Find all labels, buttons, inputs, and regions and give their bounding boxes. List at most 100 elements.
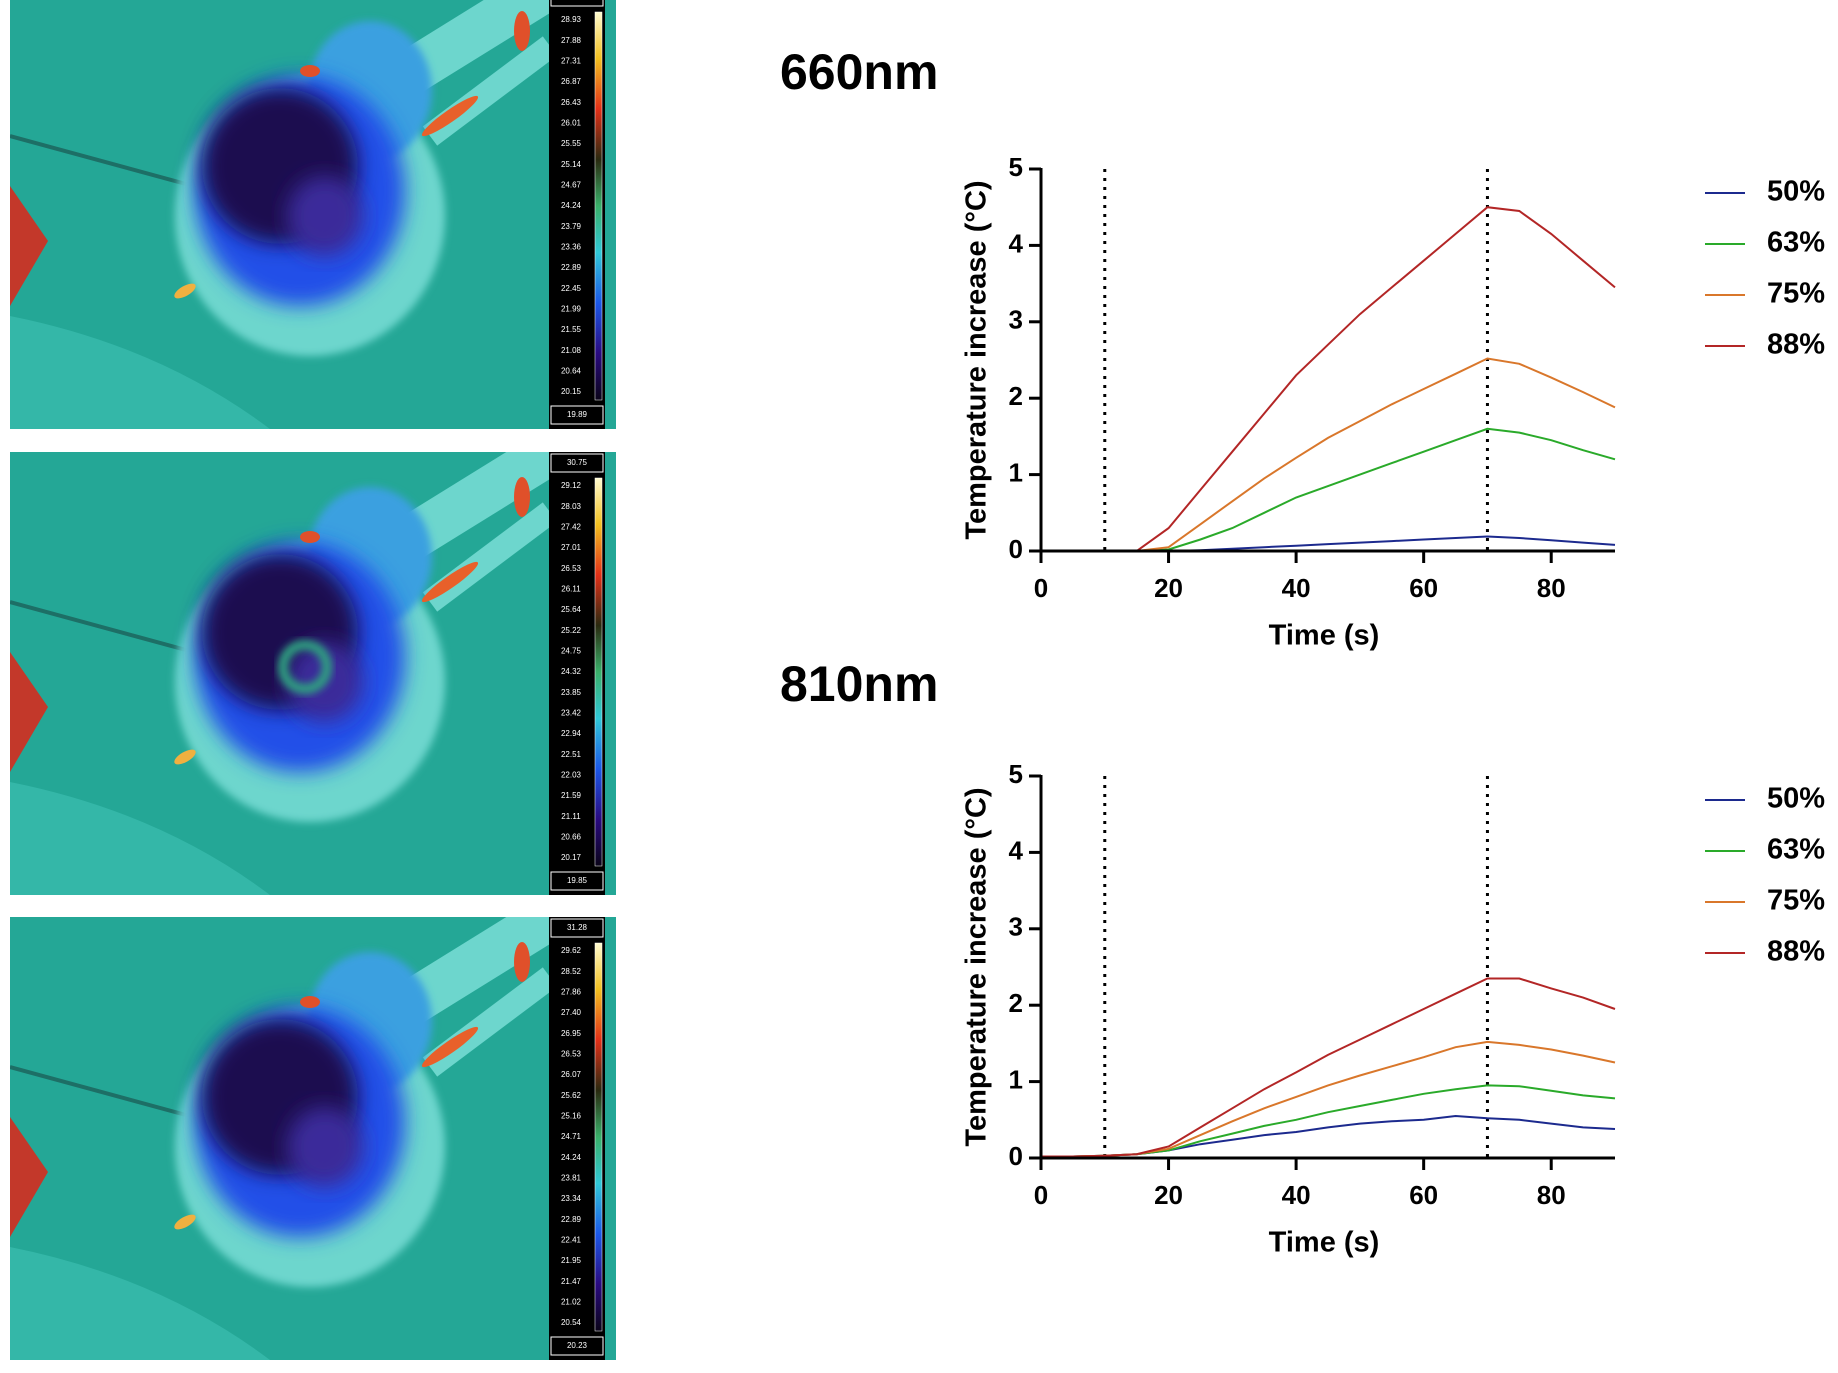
max-label: 31.28 xyxy=(567,923,588,932)
scale-label: 22.51 xyxy=(561,750,582,759)
min-box xyxy=(550,871,604,891)
scale-label: 25.55 xyxy=(561,139,582,148)
scale-label: 22.41 xyxy=(561,1235,582,1244)
scale-label: 25.16 xyxy=(561,1111,582,1120)
thermal-panel xyxy=(10,452,616,895)
scale-label: 24.24 xyxy=(561,1153,582,1162)
scale-label: 28.03 xyxy=(561,502,582,511)
data-line xyxy=(1041,1040,1616,1158)
scale-label: 26.01 xyxy=(561,118,582,127)
legend-label: 63% xyxy=(1767,834,1825,866)
scale-label: 23.81 xyxy=(561,1173,582,1182)
scale-label: 27.01 xyxy=(561,543,582,552)
data-line xyxy=(1041,357,1616,552)
scale-label: 26.53 xyxy=(561,1049,582,1058)
legend-label: 88% xyxy=(1767,936,1825,968)
y-tick-label: 2 xyxy=(1009,381,1023,411)
scale-label: 23.79 xyxy=(561,222,582,231)
max-label: 30.75 xyxy=(567,458,588,467)
thermal-panel xyxy=(10,917,616,1360)
scale-label: 26.43 xyxy=(561,98,582,107)
scale-label: 21.02 xyxy=(561,1297,582,1306)
scale-label: 21.99 xyxy=(561,304,582,313)
scale-label: 20.17 xyxy=(561,853,582,862)
y-tick-label: 3 xyxy=(1009,305,1023,335)
scale-label: 24.32 xyxy=(561,667,582,676)
scale-label: 24.67 xyxy=(561,180,582,189)
scale-label: 26.87 xyxy=(561,77,582,86)
y-tick-label: 4 xyxy=(1009,835,1024,865)
y-tick-label: 1 xyxy=(1009,457,1023,487)
scale-label: 27.42 xyxy=(561,522,582,531)
scale-label: 21.08 xyxy=(561,346,582,355)
x-tick-label: 0 xyxy=(1034,1180,1048,1210)
min-box xyxy=(550,1336,604,1356)
legend-label: 88% xyxy=(1767,329,1825,361)
x-tick-label: 20 xyxy=(1154,1180,1183,1210)
min-label: 20.23 xyxy=(567,1341,588,1350)
x-tick-label: 40 xyxy=(1282,1180,1311,1210)
scale-label: 22.89 xyxy=(561,1215,582,1224)
x-axis-label: Time (s) xyxy=(1269,1227,1380,1259)
scale-label: 21.47 xyxy=(561,1277,582,1286)
scale-label: 24.75 xyxy=(561,646,582,655)
scale-label: 25.22 xyxy=(561,626,582,635)
legend-label: 50% xyxy=(1767,783,1825,815)
scale-label: 28.93 xyxy=(561,15,582,24)
scale-label: 25.64 xyxy=(561,605,582,614)
colorbar-strip xyxy=(594,942,603,1332)
min-label: 19.85 xyxy=(567,876,588,885)
scale-label: 27.88 xyxy=(561,36,582,45)
scale-label: 20.64 xyxy=(561,366,582,375)
y-tick-label: 0 xyxy=(1009,1141,1023,1171)
x-tick-label: 60 xyxy=(1409,573,1438,603)
scale-label: 24.71 xyxy=(561,1132,582,1141)
data-line xyxy=(1041,977,1616,1158)
min-box xyxy=(550,405,604,425)
scale-label: 20.15 xyxy=(561,387,582,396)
scale-label: 23.42 xyxy=(561,708,582,717)
scale-label: 27.31 xyxy=(561,56,582,65)
scale-label: 26.53 xyxy=(561,564,582,573)
scale-label: 26.11 xyxy=(561,584,581,593)
chart-title: 810nm xyxy=(780,656,938,712)
data-line xyxy=(1041,206,1616,552)
x-tick-label: 40 xyxy=(1282,573,1311,603)
x-tick-label: 80 xyxy=(1537,1180,1566,1210)
scale-label: 23.85 xyxy=(561,688,582,697)
y-tick-label: 2 xyxy=(1009,988,1023,1018)
chart-title: 660nm xyxy=(780,44,938,100)
scale-label: 23.36 xyxy=(561,242,582,251)
y-tick-label: 0 xyxy=(1009,534,1023,564)
scale-label: 27.86 xyxy=(561,987,582,996)
x-axis-label: Time (s) xyxy=(1269,620,1380,652)
thermal-panel xyxy=(10,0,616,429)
scale-label: 21.11 xyxy=(561,812,581,821)
min-label: 19.89 xyxy=(567,410,588,419)
y-tick-label: 5 xyxy=(1009,152,1023,182)
scale-label: 22.03 xyxy=(561,770,582,779)
data-line xyxy=(1041,1114,1616,1158)
scale-label: 29.62 xyxy=(561,946,582,955)
x-tick-label: 0 xyxy=(1034,573,1048,603)
scale-label: 29.12 xyxy=(561,481,582,490)
y-tick-label: 3 xyxy=(1009,912,1023,942)
y-axis-label: Temperature increase (°C) xyxy=(961,787,993,1146)
max-box xyxy=(550,918,604,938)
scale-label: 21.55 xyxy=(561,325,582,334)
colorbar-strip xyxy=(594,477,603,867)
y-tick-label: 5 xyxy=(1009,759,1023,789)
scale-label: 26.07 xyxy=(561,1070,582,1079)
x-tick-label: 80 xyxy=(1537,573,1566,603)
data-line xyxy=(1041,427,1616,552)
data-line xyxy=(1041,535,1616,552)
legend-label: 50% xyxy=(1767,176,1825,208)
scale-label: 24.24 xyxy=(561,201,582,210)
scale-label: 25.14 xyxy=(561,160,582,169)
x-tick-label: 20 xyxy=(1154,573,1183,603)
y-tick-label: 1 xyxy=(1009,1064,1023,1094)
max-box xyxy=(550,453,604,473)
scale-label: 23.34 xyxy=(561,1194,582,1203)
